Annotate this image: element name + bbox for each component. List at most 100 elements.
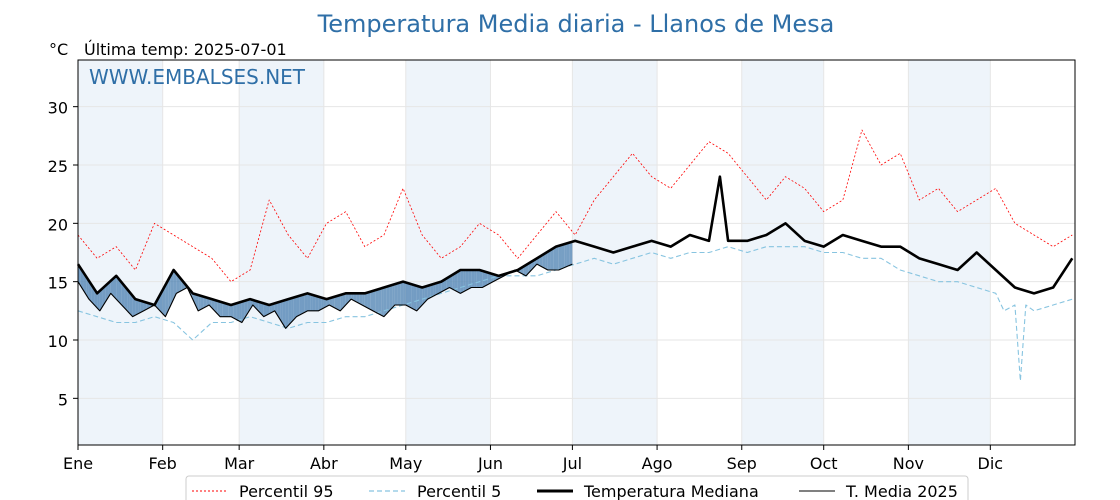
anomaly-fill-below (403, 281, 406, 305)
anomaly-fill-below (397, 282, 401, 305)
y-tick-label: 10 (48, 332, 68, 351)
anomaly-fill-below (441, 280, 445, 292)
anomaly-fill-below (353, 293, 357, 303)
anomaly-fill-below (173, 270, 177, 300)
anomaly-fill-below (378, 288, 382, 316)
anomaly-fill-below (198, 295, 201, 311)
anomaly-fill-below (110, 278, 114, 297)
anomaly-fill-below (400, 281, 404, 305)
anomaly-fill-below (307, 293, 311, 311)
x-tick-label: Oct (810, 454, 838, 473)
anomaly-fill-below (138, 300, 141, 314)
anomaly-fill-below (545, 251, 548, 270)
last-temp-label: Última temp: 2025-07-01 (84, 40, 287, 59)
anomaly-fill-below (214, 300, 218, 314)
anomaly-fill-below (250, 299, 253, 310)
anomaly-fill-below (124, 285, 128, 311)
x-tick-label: Nov (893, 454, 924, 473)
anomaly-fill-below (192, 293, 196, 305)
anomaly-fill-below (547, 250, 551, 270)
anomaly-fill-below (162, 285, 166, 317)
anomaly-fill-below (394, 283, 398, 305)
anomaly-fill-below (476, 270, 480, 288)
anomaly-fill-below (206, 297, 210, 307)
anomaly-fill-below (195, 294, 199, 311)
anomaly-fill-below (419, 286, 423, 308)
anomaly-fill-below (258, 301, 262, 314)
month-band (741, 60, 824, 445)
anomaly-fill-below (80, 268, 84, 291)
anomaly-fill-below (389, 285, 393, 311)
month-band (405, 60, 491, 445)
legend-label-median: Temperatura Mediana (583, 482, 759, 500)
anomaly-fill-below (334, 295, 338, 310)
anomaly-fill-below (326, 298, 330, 307)
watermark: WWW.EMBALSES.NET (89, 65, 306, 89)
anomaly-fill-below (452, 273, 455, 291)
anomaly-fill-below (484, 271, 488, 287)
month-band (239, 60, 324, 445)
x-tick-label: Mar (224, 454, 255, 473)
anomaly-fill-below (435, 282, 439, 295)
y-tick-label: 5 (58, 390, 68, 409)
anomaly-fill-below (285, 299, 289, 329)
anomaly-fill-below (364, 292, 368, 308)
anomaly-fill-below (359, 293, 363, 305)
anomaly-fill-below (241, 300, 245, 323)
series-line-p95 (77, 129, 1073, 283)
y-tick-label: 30 (48, 99, 68, 118)
series-lines (76, 129, 1074, 382)
legend: Percentil 95 Percentil 5 Temperatura Med… (185, 475, 969, 500)
anomaly-fill-below (525, 263, 529, 276)
anomaly-fill-below (170, 270, 174, 305)
anomaly-fill-below (263, 303, 267, 317)
anomaly-fill-below (340, 294, 343, 311)
anomaly-fill-below (362, 293, 365, 307)
anomaly-fill-below (479, 270, 483, 288)
anomaly-fill-below (244, 300, 248, 319)
anomaly-fill-below (318, 296, 322, 311)
anomaly-fill-below (438, 281, 442, 294)
anomaly-fill-below (383, 286, 387, 317)
y-axis: 5 10 15 20 25 30 (48, 99, 78, 409)
anomaly-fill-below (405, 282, 409, 307)
anomaly-fill-below (416, 285, 420, 311)
anomaly-fill-below (460, 270, 464, 294)
anomaly-fill-below (228, 304, 231, 317)
anomaly-fill-below (351, 293, 354, 301)
anomaly-fill-below (566, 242, 570, 267)
month-band (78, 60, 163, 445)
anomaly-fill-below (132, 295, 136, 317)
anomaly-fill-below (386, 285, 390, 314)
anomaly-fill-below (323, 298, 327, 308)
anomaly-fill-below (291, 297, 294, 323)
anomaly-fill-below (86, 276, 89, 300)
anomaly-fill-below (176, 273, 180, 294)
anomaly-fill-below (310, 294, 313, 311)
anomaly-fill-below (271, 303, 275, 313)
anomaly-fill-below (433, 283, 436, 297)
anomaly-fill-below (329, 297, 333, 307)
anomaly-fill-below (468, 270, 472, 289)
x-tick-label: Sep (727, 454, 757, 473)
anomaly-fill-below (277, 301, 281, 320)
anomaly-fill-below (556, 245, 559, 270)
anomaly-fill-below (266, 304, 270, 316)
anomaly-fill-below (135, 299, 139, 316)
anomaly-fill-below (165, 280, 169, 317)
anomaly-fill-below (482, 270, 485, 288)
x-tick-label: Ene (63, 454, 93, 473)
anomaly-fill-below (222, 302, 226, 317)
anomaly-fill-below (550, 248, 554, 270)
x-tick-label: Ago (642, 454, 673, 473)
y-tick-label: 25 (48, 157, 68, 176)
anomaly-fill-below (553, 246, 557, 270)
anomaly-fill-below (113, 275, 117, 300)
series-line-median (76, 175, 1074, 307)
anomaly-fill-below (217, 300, 221, 317)
anomaly-fill-below (140, 300, 144, 313)
anomaly-fill-below (542, 253, 546, 269)
anomaly-fill-below (220, 301, 223, 317)
anomaly-fill-below (261, 302, 264, 317)
